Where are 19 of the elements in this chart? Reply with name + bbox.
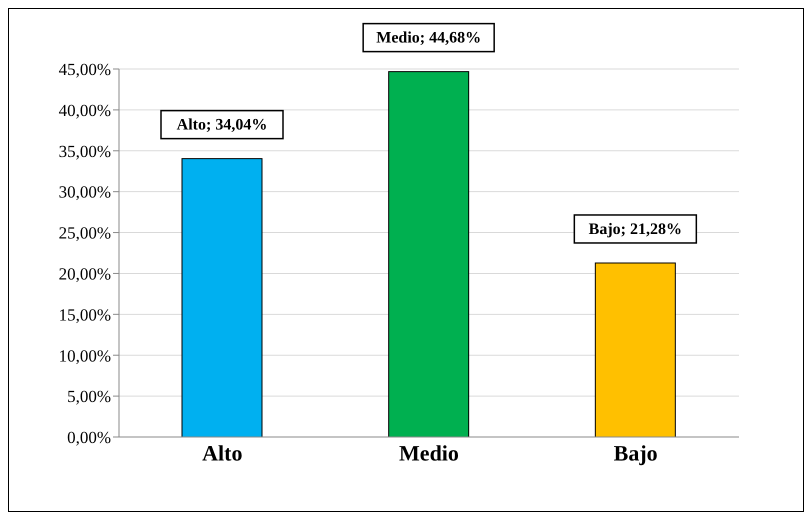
y-tick-label: 25,00% — [58, 224, 111, 243]
y-tick-label: 0,00% — [67, 428, 111, 448]
y-tick-label: 40,00% — [58, 100, 111, 120]
bar — [388, 71, 470, 437]
bar — [594, 262, 676, 437]
bar — [182, 158, 262, 437]
y-tick-label: 20,00% — [58, 264, 111, 284]
x-tick-label: Alto — [202, 440, 242, 466]
y-tick-label: 35,00% — [58, 142, 111, 161]
x-tick-label: Bajo — [614, 440, 658, 466]
data-label: Alto; 34,04% — [176, 116, 268, 134]
y-tick-label: 45,00% — [58, 60, 111, 80]
y-tick-label: 10,00% — [58, 346, 111, 366]
y-tick-label: 15,00% — [58, 305, 111, 324]
y-tick-label: 5,00% — [67, 387, 111, 406]
x-tick-label: Medio — [399, 440, 459, 466]
data-label: Medio; 44,68% — [376, 30, 482, 47]
y-tick-label: 30,00% — [58, 182, 111, 202]
data-label: Bajo; 21,28% — [588, 220, 682, 238]
